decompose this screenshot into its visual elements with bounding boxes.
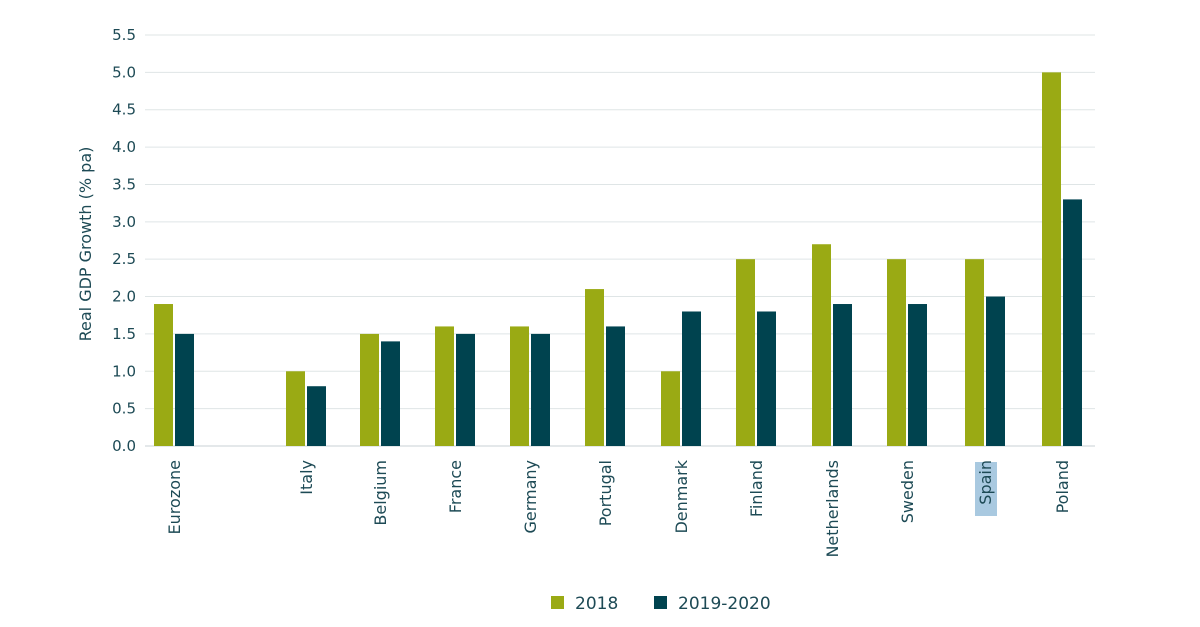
bar-finland-2019-2020 bbox=[757, 311, 776, 446]
y-tick-label: 3.5 bbox=[112, 175, 136, 193]
bar-france-2019-2020 bbox=[456, 333, 475, 446]
x-category-label: Sweden bbox=[898, 460, 917, 523]
bar-spain-2019-2020 bbox=[986, 296, 1005, 446]
y-tick-label: 0.5 bbox=[112, 400, 136, 418]
x-category-label: Finland bbox=[747, 460, 766, 517]
y-tick-label: 5.5 bbox=[112, 26, 136, 44]
x-category-label: Italy bbox=[297, 460, 316, 495]
bar-eurozone-2018 bbox=[154, 304, 173, 446]
y-tick-label: 1.5 bbox=[112, 325, 136, 343]
y-axis-title: Real GDP Growth (% pa) bbox=[76, 147, 95, 342]
x-category-label: Spain bbox=[976, 460, 995, 505]
bar-portugal-2018 bbox=[585, 289, 604, 446]
bar-belgium-2019-2020 bbox=[381, 341, 400, 446]
bar-italy-2019-2020 bbox=[307, 386, 326, 446]
x-category-label: Portugal bbox=[596, 460, 615, 526]
bar-germany-2019-2020 bbox=[531, 333, 550, 446]
x-category-label: Poland bbox=[1053, 460, 1072, 513]
x-category-label: Denmark bbox=[672, 459, 691, 533]
bar-italy-2018 bbox=[286, 371, 305, 446]
bar-france-2018 bbox=[435, 326, 454, 446]
text-selection-highlight bbox=[975, 462, 997, 516]
bar-poland-2019-2020 bbox=[1063, 199, 1082, 446]
x-category-label: Germany bbox=[521, 460, 540, 534]
bar-sweden-2018 bbox=[887, 259, 906, 446]
x-category-label: Belgium bbox=[371, 460, 390, 526]
bar-netherlands-2019-2020 bbox=[833, 304, 852, 446]
y-tick-label: 3.0 bbox=[112, 213, 136, 231]
y-tick-label: 4.5 bbox=[112, 101, 136, 119]
x-category-label: France bbox=[446, 460, 465, 513]
y-tick-label: 1.0 bbox=[112, 362, 136, 380]
legend-swatch bbox=[551, 596, 564, 609]
bar-finland-2018 bbox=[736, 259, 755, 446]
bar-portugal-2019-2020 bbox=[606, 326, 625, 446]
y-tick-label: 2.0 bbox=[112, 288, 136, 306]
bar-sweden-2019-2020 bbox=[908, 304, 927, 446]
legend-label: 2019-2020 bbox=[678, 594, 771, 614]
bar-eurozone-2019-2020 bbox=[175, 333, 194, 446]
bar-denmark-2018 bbox=[661, 371, 680, 446]
x-category-label: Eurozone bbox=[165, 460, 184, 534]
legend-label: 2018 bbox=[575, 594, 618, 614]
bar-poland-2018 bbox=[1042, 72, 1061, 446]
bar-spain-2018 bbox=[965, 259, 984, 446]
bar-belgium-2018 bbox=[360, 333, 379, 446]
y-tick-label: 0.0 bbox=[112, 437, 136, 455]
x-category-label: Netherlands bbox=[823, 460, 842, 558]
bar-denmark-2019-2020 bbox=[682, 311, 701, 446]
y-tick-label: 4.0 bbox=[112, 138, 136, 156]
y-tick-label: 5.0 bbox=[112, 63, 136, 81]
y-tick-label: 2.5 bbox=[112, 250, 136, 268]
bar-germany-2018 bbox=[510, 326, 529, 446]
bar-netherlands-2018 bbox=[812, 244, 831, 446]
legend-swatch bbox=[654, 596, 667, 609]
